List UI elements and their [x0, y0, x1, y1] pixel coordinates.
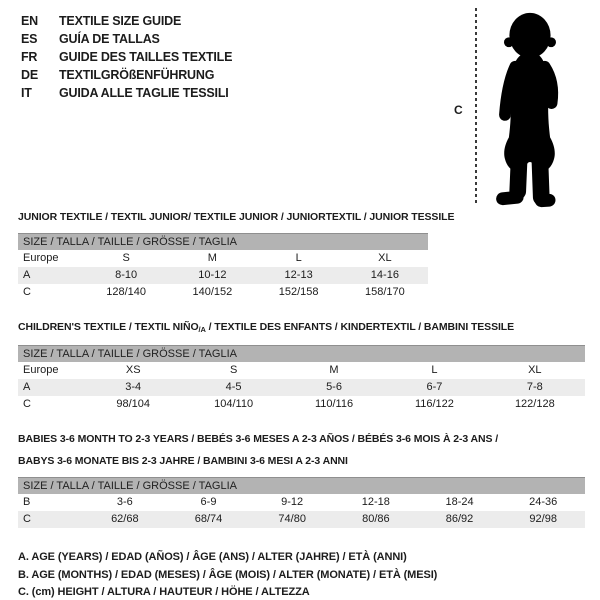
language-row: FR GUIDE DES TAILLES TEXTILE [21, 48, 232, 66]
row-value: 110/116 [314, 398, 354, 410]
table-row: C 128/140 140/152 152/158 158/170 [18, 284, 428, 301]
row-value: 12-13 [284, 269, 313, 281]
table-row: A 8-10 10-12 12-13 14-16 [18, 267, 428, 284]
row-value: 116/122 [414, 398, 454, 410]
row-value: 7-8 [526, 381, 543, 393]
guide-title: GUIDA ALLE TAGLIE TESSILI [59, 86, 229, 100]
row-value: 24-36 [529, 496, 558, 508]
row-label: B [23, 496, 31, 508]
guide-title: GUÍA DE TALLAS [59, 32, 160, 46]
row-label: A [23, 381, 31, 393]
row-label: A [23, 269, 31, 281]
table-row: Europe S M L XL [18, 250, 428, 267]
size-table: CHILDREN'S TEXTILE / TEXTIL NIÑO/A / TEX… [18, 321, 585, 413]
guide-title: TEXTILE SIZE GUIDE [59, 14, 182, 28]
row-value: 98/104 [116, 398, 151, 410]
row-label: Europe [23, 364, 59, 376]
height-dash-line [475, 8, 477, 206]
row-value: XL [528, 364, 542, 376]
row-value: 6-7 [426, 381, 443, 393]
table-title-subscript: /A [198, 325, 206, 334]
row-value: L [431, 364, 438, 376]
language-row: EN TEXTILE SIZE GUIDE [21, 12, 232, 30]
table-title: CHILDREN'S TEXTILE / TEXTIL NIÑO/A / TEX… [18, 321, 585, 336]
table-row: A 3-4 4-5 5-6 6-7 7-8 [18, 379, 585, 396]
row-value: S [229, 364, 238, 376]
row-value: M [329, 364, 339, 376]
table-title-text: BABIES 3-6 MONTH TO 2-3 YEARS / BEBÉS 3-… [18, 433, 499, 445]
table-size-header: SIZE / TALLA / TAILLE / GRÖSSE / TAGLIA [18, 345, 585, 362]
row-value: 3-6 [116, 496, 133, 508]
size-table: BABIES 3-6 MONTH TO 2-3 YEARS / BEBÉS 3-… [18, 433, 585, 528]
row-label: C [23, 398, 31, 410]
row-value: 3-4 [125, 381, 142, 393]
row-value: 86/92 [445, 513, 474, 525]
row-value: 18-24 [445, 496, 474, 508]
language-code: FR [21, 50, 38, 64]
size-table: JUNIOR TEXTILE / TEXTIL JUNIOR/ TEXTILE … [18, 211, 454, 301]
language-code: DE [21, 68, 38, 82]
tables-and-legend: JUNIOR TEXTILE / TEXTIL JUNIOR/ TEXTILE … [18, 211, 585, 600]
row-value: 9-12 [281, 496, 304, 508]
legend: A. AGE (YEARS) / EDAD (AÑOS) / ÂGE (ANS)… [18, 549, 585, 600]
row-value: 5-6 [326, 381, 342, 393]
row-value: 8-10 [115, 269, 138, 281]
table-row: C 98/104 104/110 110/116 116/122 122/128 [18, 396, 585, 413]
row-value: 104/110 [214, 398, 254, 410]
row-label: Europe [23, 252, 59, 264]
table-size-header: SIZE / TALLA / TAILLE / GRÖSSE / TAGLIA [18, 477, 585, 494]
table-size-header: SIZE / TALLA / TAILLE / GRÖSSE / TAGLIA [18, 233, 428, 250]
row-value: 92/98 [529, 513, 557, 525]
height-marker-label: C [454, 103, 463, 117]
table-title-text: / TEXTILE DES ENFANTS / KINDERTEXTIL / B… [205, 321, 515, 333]
row-value: 128/140 [106, 286, 146, 298]
row-value: S [122, 252, 130, 264]
row-value: 68/74 [194, 513, 223, 525]
row-value: 122/128 [514, 398, 555, 410]
legend-line: A. AGE (YEARS) / EDAD (AÑOS) / ÂGE (ANS)… [18, 551, 407, 563]
row-label: C [23, 286, 31, 298]
language-row: ES GUÍA DE TALLAS [21, 30, 232, 48]
table-title: BABIES 3-6 MONTH TO 2-3 YEARS / BEBÉS 3-… [18, 433, 585, 446]
row-value: 10-12 [198, 269, 227, 281]
row-value: L [295, 252, 302, 264]
table-row: B 3-6 6-9 9-12 12-18 18-24 24-36 [18, 494, 585, 511]
table-title: JUNIOR TEXTILE / TEXTIL JUNIOR/ TEXTILE … [18, 211, 454, 224]
row-label: C [23, 513, 31, 525]
row-value: 140/152 [192, 286, 233, 298]
table-title-text: BABYS 3-6 MONATE BIS 2-3 JAHRE / BAMBINI… [18, 455, 348, 467]
row-value: 14-16 [370, 269, 399, 281]
row-value: M [207, 252, 217, 264]
table-row: Europe XS S M L XL [18, 362, 585, 379]
guide-title: GUIDE DES TAILLES TEXTILE [59, 50, 233, 64]
table-title-text: CHILDREN'S TEXTILE / TEXTIL NIÑO [18, 321, 199, 333]
table-title-text: JUNIOR TEXTILE / TEXTIL JUNIOR/ TEXTILE … [18, 211, 455, 223]
language-row: DE TEXTILGRÖßENFÜHRUNG [21, 66, 232, 84]
row-value: 4-5 [225, 381, 242, 393]
language-list: EN TEXTILE SIZE GUIDE ES GUÍA DE TALLAS FR GU… [21, 12, 232, 102]
toddler-silhouette-icon [496, 12, 559, 208]
row-value: XS [125, 364, 141, 376]
row-value: 62/68 [111, 513, 139, 525]
row-value: 152/158 [278, 286, 319, 298]
table-title: BABYS 3-6 MONATE BIS 2-3 JAHRE / BAMBINI… [18, 455, 585, 468]
figure-area: C [440, 0, 600, 215]
legend-line: C. (cm) HEIGHT / ALTURA / HAUTEUR / HÖHE… [18, 586, 310, 598]
row-value: 74/80 [278, 513, 306, 525]
table-row: C 62/68 68/74 74/80 80/86 86/92 92/98 [18, 511, 585, 528]
language-code: IT [21, 86, 32, 100]
row-value: 158/170 [364, 286, 405, 298]
legend-line: B. AGE (MONTHS) / EDAD (MESES) / ÂGE (MO… [18, 568, 438, 581]
row-value: XL [378, 252, 392, 264]
language-code: EN [21, 14, 38, 28]
row-value: 12-18 [361, 496, 390, 508]
language-code: ES [21, 32, 38, 46]
row-value: 6-9 [200, 496, 217, 508]
guide-title: TEXTILGRÖßENFÜHRUNG [59, 68, 215, 82]
row-value: 80/86 [362, 513, 390, 525]
tables: JUNIOR TEXTILE / TEXTIL JUNIOR/ TEXTILE … [18, 211, 585, 528]
language-row: IT GUIDA ALLE TAGLIE TESSILI [21, 84, 232, 102]
